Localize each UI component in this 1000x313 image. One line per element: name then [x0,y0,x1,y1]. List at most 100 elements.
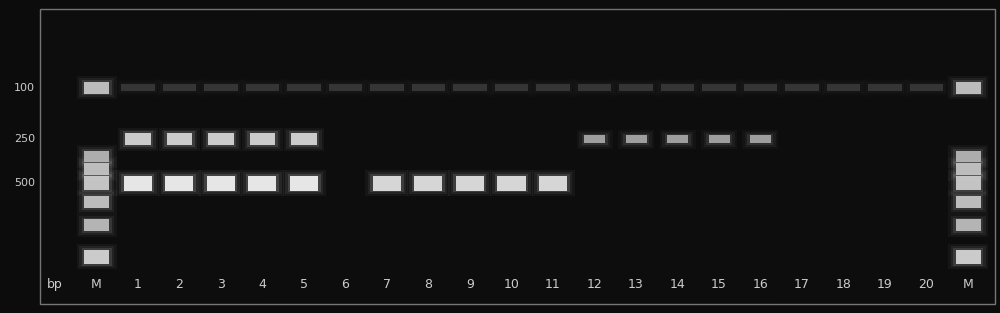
Bar [82,218,112,233]
Bar [407,80,450,95]
Bar [861,79,909,97]
Bar [404,79,453,97]
Bar [206,131,236,147]
Bar [570,79,619,97]
Bar [365,170,408,196]
Bar [487,79,536,97]
Bar [539,176,567,191]
Bar [660,130,696,149]
Bar [956,250,980,264]
Bar [948,157,988,181]
Bar [241,80,284,95]
Bar [619,84,653,91]
Bar [373,176,401,191]
Text: bp: bp [47,278,63,291]
Bar [736,79,785,97]
Bar [662,132,693,147]
Bar [495,174,528,192]
Bar [697,80,741,95]
Bar [76,214,116,237]
Bar [82,149,112,164]
Bar [614,80,658,95]
Bar [902,79,951,97]
Bar [905,80,948,95]
Text: 20: 20 [919,278,934,291]
Bar [84,250,109,264]
Bar [953,194,983,210]
Bar [79,192,114,212]
Bar [199,80,243,95]
Bar [866,82,904,93]
Bar [79,246,114,267]
Bar [202,172,240,194]
Bar [653,79,702,97]
Bar [76,157,116,181]
Bar [246,84,279,91]
Text: 16: 16 [753,278,768,291]
Text: 5: 5 [300,278,308,291]
Bar [84,151,109,162]
Bar [451,172,489,194]
Bar [76,244,116,269]
Bar [329,84,362,91]
Text: 250: 250 [14,134,35,144]
Bar [492,172,530,194]
Bar [245,130,280,149]
Bar [246,174,279,192]
Bar [368,172,406,194]
Bar [287,84,321,91]
Text: 9: 9 [466,278,474,291]
Bar [953,248,983,265]
Text: 17: 17 [794,278,810,291]
Bar [84,176,109,190]
Bar [948,76,988,99]
Bar [76,76,116,99]
Bar [656,80,699,95]
Bar [326,82,365,93]
Bar [370,174,404,192]
Bar [868,84,902,91]
Bar [242,128,283,151]
Bar [412,84,445,91]
Bar [700,82,738,93]
Text: 4: 4 [259,278,266,291]
Bar [575,82,614,93]
Bar [291,133,317,145]
Text: M: M [963,278,973,291]
Bar [576,130,612,149]
Bar [119,82,157,93]
Bar [956,176,980,190]
Bar [702,84,736,91]
Bar [82,248,112,265]
Bar [410,172,447,194]
Bar [536,84,570,91]
Bar [742,130,778,149]
Bar [286,130,322,149]
Bar [76,145,116,168]
Bar [125,133,151,145]
Bar [248,176,276,191]
Bar [706,134,732,145]
Bar [695,79,743,97]
Text: 100: 100 [14,83,35,93]
Bar [114,79,162,97]
Bar [490,170,533,196]
Bar [950,246,986,267]
Bar [204,84,238,91]
Bar [202,82,240,93]
Bar [446,79,494,97]
Bar [783,82,821,93]
Bar [953,149,983,164]
Text: 18: 18 [836,278,851,291]
Bar [370,84,404,91]
Bar [124,176,152,191]
Text: 6: 6 [342,278,349,291]
Bar [950,78,986,97]
Bar [289,131,319,147]
Bar [160,82,199,93]
Text: M: M [91,278,102,291]
Bar [285,82,323,93]
Bar [155,79,204,97]
Bar [612,79,660,97]
Bar [948,170,988,196]
